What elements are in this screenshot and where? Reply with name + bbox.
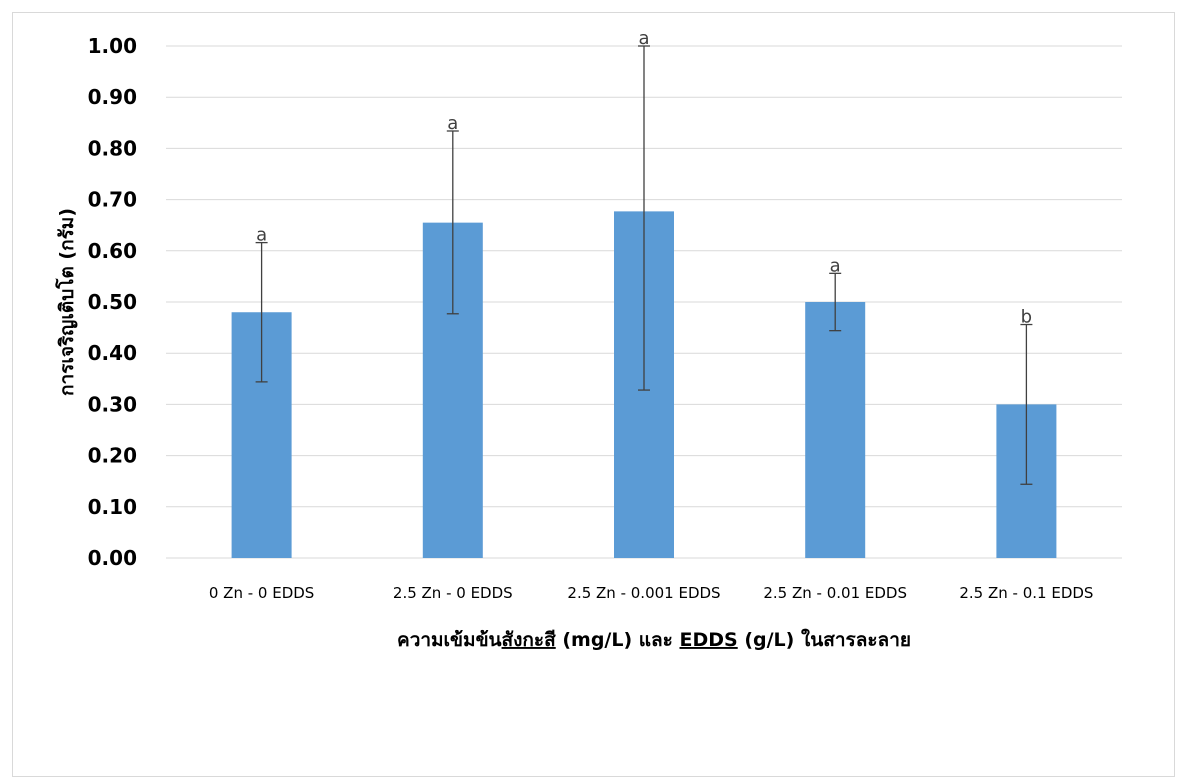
x-axis-title-part: EDDS [680, 629, 738, 651]
x-axis-title-part: สังกะสี [502, 629, 557, 651]
y-tick-label: 0.60 [88, 239, 137, 263]
y-tick-label: 0.40 [88, 341, 137, 365]
significance-letter: a [830, 255, 841, 276]
y-tick-label: 0.80 [88, 136, 137, 160]
x-axis-title-part: ความเข้มข้น [397, 629, 502, 651]
y-tick-label: 0.90 [88, 85, 137, 109]
x-category-label: 2.5 Zn - 0.1 EDDS [959, 584, 1093, 602]
significance-letter: a [256, 225, 267, 246]
y-axis-ticks: 0.00 0.10 0.20 0.30 0.40 0.50 0.60 0.70 0.80 0.90… [88, 34, 137, 570]
x-axis-title: ความเข้มข้นสังกะสี (mg/L) และ EDDS (g/L)… [397, 628, 911, 651]
x-axis-categories: 0 Zn - 0 EDDS 2.5 Zn - 0 EDDS 2.5 Zn - 0.0… [209, 584, 1094, 602]
y-tick-label: 0.00 [88, 546, 137, 570]
significance-letter: b [1021, 307, 1032, 328]
x-category-label: 2.5 Zn - 0.001 EDDS [567, 584, 720, 602]
error-bars [255, 45, 1033, 485]
chart-frame [12, 12, 1175, 777]
y-axis-title: การเจริญเติบโต (กรัม) [55, 208, 78, 396]
bar [805, 302, 866, 558]
x-axis-title-part: (mg/L) และ [556, 629, 680, 651]
y-tick-label: 0.30 [88, 392, 137, 416]
significance-letter: a [447, 113, 458, 134]
significance-letters: a a a a b [256, 28, 1032, 328]
x-category-label: 2.5 Zn - 0 EDDS [393, 584, 513, 602]
significance-letter: a [638, 28, 649, 49]
y-tick-label: 0.70 [88, 188, 137, 212]
y-tick-label: 1.00 [88, 34, 137, 58]
y-tick-label: 0.10 [88, 495, 137, 519]
y-tick-label: 0.50 [88, 290, 137, 314]
x-axis-title-part: (g/L) ในสารละลาย [738, 628, 911, 651]
x-category-label: 0 Zn - 0 EDDS [209, 584, 314, 602]
x-category-label: 2.5 Zn - 0.01 EDDS [763, 584, 907, 602]
y-tick-label: 0.20 [88, 444, 137, 468]
